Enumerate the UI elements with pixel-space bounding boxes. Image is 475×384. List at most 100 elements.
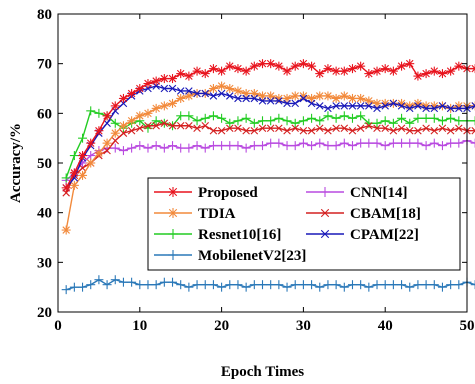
data-point-marker: [217, 89, 226, 98]
data-point-marker: [356, 94, 365, 103]
data-point-marker: [332, 94, 340, 103]
legend-entry: CNN[14]: [306, 185, 408, 201]
data-point-marker: [103, 139, 111, 147]
data-point-marker: [307, 126, 316, 135]
data-point-marker: [438, 69, 447, 78]
data-point-marker: [455, 104, 463, 113]
data-point-marker: [373, 124, 381, 132]
legend-label: CNN[14]: [350, 185, 408, 201]
x-tick-label: 10: [132, 318, 147, 334]
data-point-marker: [258, 97, 267, 105]
data-point-marker: [127, 89, 136, 98]
data-point-marker: [185, 121, 193, 130]
data-point-marker: [389, 99, 398, 108]
data-point-marker: [152, 104, 160, 113]
data-point-marker: [111, 102, 120, 110]
data-point-marker: [275, 62, 283, 70]
data-point-marker: [348, 64, 357, 73]
data-point-marker: [381, 102, 389, 110]
data-point-marker: [201, 121, 210, 130]
legend-label: MobilenetV2[23]: [198, 248, 306, 264]
data-point-marker: [455, 124, 463, 132]
y-axis-label: Accuracy/%: [8, 123, 24, 203]
data-point-marker: [103, 112, 111, 120]
data-point-marker: [365, 121, 373, 130]
data-point-marker: [201, 89, 210, 98]
data-point-marker: [405, 104, 414, 113]
data-point-marker: [266, 124, 275, 132]
data-point-marker: [185, 87, 193, 95]
data-point-marker: [250, 94, 259, 103]
data-point-marker: [193, 89, 201, 98]
data-point-marker: [414, 99, 422, 108]
data-point-marker: [315, 92, 324, 100]
data-point-marker: [217, 82, 226, 90]
data-point-marker: [62, 226, 70, 234]
ticks-layer: 0 10 20 30 40 50 20 30 40 50 60 70 80: [37, 7, 475, 334]
y-tick-label: 30: [37, 255, 52, 271]
data-point-marker: [356, 62, 365, 70]
data-point-marker: [455, 62, 463, 70]
data-point-marker: [356, 124, 365, 132]
data-point-marker: [209, 126, 218, 135]
data-point-marker: [86, 139, 95, 147]
legend-label: CPAM[22]: [350, 227, 419, 243]
data-point-marker: [446, 104, 455, 113]
data-point-marker: [291, 62, 299, 70]
data-point-marker: [234, 64, 242, 73]
x-tick-label: 40: [378, 318, 393, 334]
data-point-marker: [217, 67, 226, 75]
data-point-marker: [283, 99, 291, 108]
data-point-marker: [405, 59, 414, 68]
data-point-marker: [250, 62, 259, 70]
legend-label: Proposed: [198, 185, 258, 201]
data-point-marker: [307, 62, 316, 70]
data-point-marker: [266, 97, 275, 105]
data-point-marker: [111, 129, 120, 137]
data-point-marker: [144, 109, 152, 118]
data-point-marker: [62, 184, 70, 192]
data-point-marker: [103, 146, 111, 155]
legend-entry: TDIA: [154, 206, 236, 222]
data-point-marker: [397, 102, 406, 110]
data-point-marker: [70, 169, 79, 177]
data-point-marker: [168, 84, 177, 93]
data-point-marker: [70, 181, 79, 190]
x-tick-label: 30: [296, 318, 311, 334]
data-point-marker: [160, 74, 169, 83]
x-axis-label: Epoch Times: [221, 364, 304, 380]
data-point-marker: [340, 67, 349, 75]
data-point-marker: [422, 104, 430, 113]
data-point-marker: [381, 99, 389, 108]
data-point-marker: [144, 79, 152, 88]
data-point-marker: [168, 208, 178, 218]
data-point-marker: [389, 126, 398, 135]
data-point-marker: [291, 92, 299, 100]
x-tick-label: 20: [214, 318, 229, 334]
data-point-marker: [397, 124, 406, 132]
legend: Proposed CNN[14] TDIA CBAM[18] Resnet10[16] C…: [147, 177, 461, 271]
data-point-marker: [234, 124, 242, 132]
data-point-marker: [381, 124, 389, 132]
series-mobilenetv2-23: [61, 275, 475, 295]
data-point-marker: [168, 121, 177, 130]
data-point-marker: [446, 67, 455, 75]
data-point-marker: [471, 105, 475, 110]
data-point-marker: [340, 92, 349, 100]
data-point-marker: [414, 102, 422, 110]
series-layer: [61, 59, 475, 295]
x-tick-label: 50: [460, 318, 475, 334]
legend-entry: MobilenetV2[23]: [154, 248, 306, 264]
data-point-marker: [381, 64, 389, 73]
data-point-marker: [95, 126, 103, 135]
data-point-marker: [176, 121, 185, 130]
data-point-marker: [389, 67, 398, 75]
data-point-marker: [111, 136, 120, 145]
data-point-marker: [299, 94, 308, 103]
data-point-marker: [373, 67, 381, 75]
x-tick-label: 0: [54, 318, 62, 334]
data-point-marker: [299, 126, 308, 135]
data-point-marker: [217, 126, 226, 135]
data-point-marker: [209, 84, 218, 93]
